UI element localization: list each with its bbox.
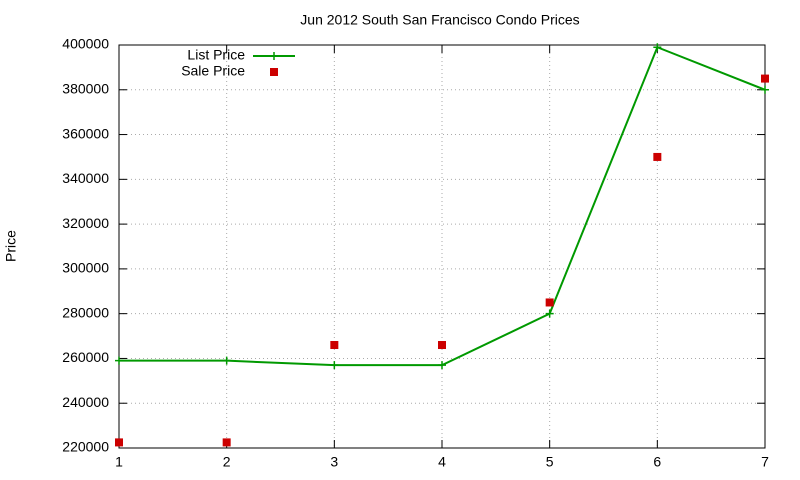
legend-marker	[270, 68, 278, 76]
data-point	[222, 356, 231, 365]
data-point	[438, 341, 446, 350]
data-point	[545, 298, 554, 307]
y-tick-label: 240000	[62, 394, 109, 410]
y-tick-label: 320000	[62, 215, 109, 231]
legend-marker	[270, 52, 278, 60]
x-tick-label: 2	[223, 454, 231, 470]
legend-label: List Price	[187, 47, 245, 63]
y-tick-label: 300000	[62, 260, 109, 276]
y-tick-label: 400000	[62, 36, 109, 52]
y-tick-label: 280000	[62, 304, 109, 320]
x-tick-label: 7	[761, 454, 769, 470]
data-point	[653, 152, 662, 161]
y-tick-label: 260000	[62, 349, 109, 365]
data-point	[330, 341, 339, 350]
x-tick-label: 1	[115, 454, 123, 470]
x-tick-label: 5	[546, 454, 554, 470]
y-tick-label: 220000	[62, 439, 109, 455]
x-tick-label: 6	[653, 454, 661, 470]
data-point	[545, 309, 554, 318]
data-point	[330, 361, 339, 370]
y-tick-label: 340000	[62, 170, 109, 186]
data-point	[761, 74, 769, 83]
plot-border	[118, 44, 766, 449]
data-point	[438, 361, 446, 370]
data-point	[653, 43, 662, 52]
y-tick-label: 360000	[62, 125, 109, 141]
x-tick-label: 4	[438, 454, 446, 470]
chart-title: Jun 2012 South San Francisco Condo Price…	[300, 12, 579, 28]
y-axis-label: Price	[3, 230, 19, 262]
data-point	[222, 438, 231, 447]
y-tick-label: 380000	[62, 80, 109, 96]
data-point	[115, 438, 123, 447]
x-tick-label: 3	[330, 454, 338, 470]
data-point	[115, 356, 123, 365]
legend-label: Sale Price	[181, 63, 245, 79]
data-point	[761, 85, 769, 94]
